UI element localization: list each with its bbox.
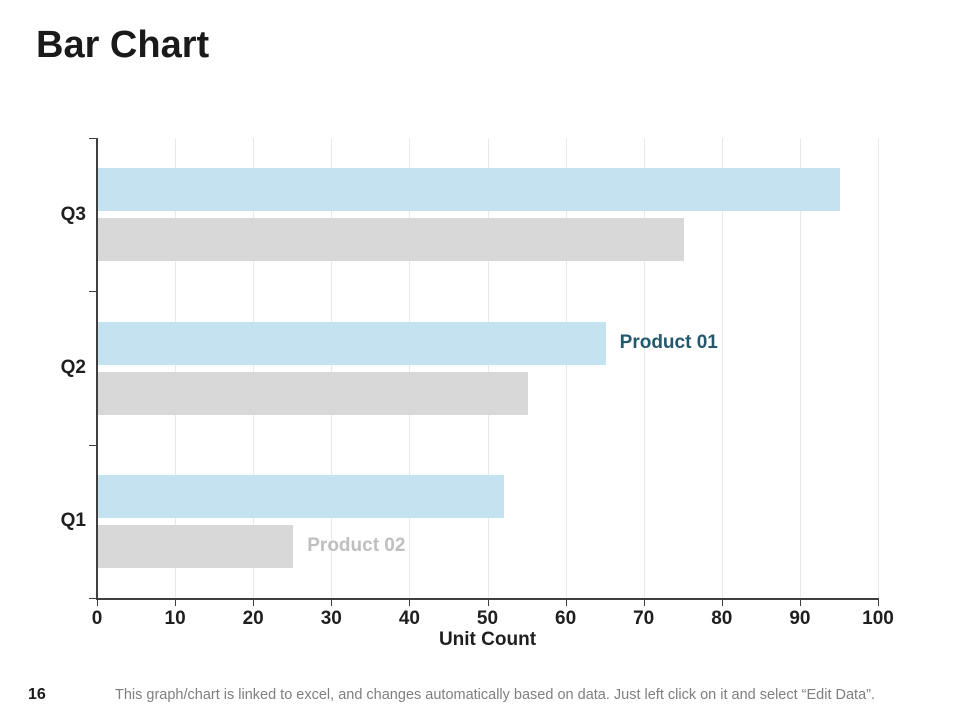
gridline bbox=[643, 138, 645, 598]
bar-chart[interactable]: Unit Count 0 10 20 30 40 50 60 70 80 90 100 Q3 Q2 Q1 P… bbox=[0, 110, 960, 670]
gridline bbox=[175, 138, 177, 598]
series-label: Product 02 bbox=[307, 535, 406, 557]
gridline bbox=[487, 138, 489, 598]
x-tick-label: 60 bbox=[555, 608, 577, 629]
x-axis-tick bbox=[409, 600, 411, 606]
x-axis-tick bbox=[331, 600, 333, 606]
plot-area[interactable]: Unit Count 0 10 20 30 40 50 60 70 80 90 100 Q3 Q2 Q1 P… bbox=[61, 138, 894, 650]
x-axis-tick bbox=[97, 600, 98, 606]
x-tick-label: 100 bbox=[862, 608, 894, 629]
gridline bbox=[331, 138, 333, 598]
bar-product-01[interactable] bbox=[98, 321, 606, 365]
page-title: Bar Chart bbox=[36, 24, 210, 66]
gridline bbox=[878, 138, 879, 598]
x-axis-tick bbox=[721, 600, 723, 606]
series-label: Product 01 bbox=[619, 332, 718, 353]
x-axis-tick bbox=[565, 600, 567, 606]
x-tick-label: 10 bbox=[164, 608, 186, 629]
bar-product-02[interactable] bbox=[98, 524, 294, 568]
y-axis-tick bbox=[89, 138, 96, 139]
category-label: Q1 bbox=[60, 510, 86, 532]
y-axis-tick bbox=[89, 445, 96, 446]
x-tick-label: 50 bbox=[476, 608, 499, 629]
gridline bbox=[253, 138, 255, 598]
category-label: Q3 bbox=[60, 203, 86, 225]
x-tick-label: 30 bbox=[320, 608, 342, 629]
x-tick-label: 70 bbox=[633, 608, 655, 629]
y-axis-tick bbox=[89, 291, 96, 292]
x-axis-tick bbox=[643, 600, 645, 606]
x-tick-label: 0 bbox=[91, 608, 103, 629]
gridline bbox=[409, 138, 411, 598]
footer-note: This graph/chart is linked to excel, and… bbox=[114, 687, 876, 703]
bar-product-02[interactable] bbox=[98, 371, 528, 415]
category-label: Q2 bbox=[60, 357, 86, 378]
y-axis-line bbox=[96, 138, 98, 600]
x-tick-label: 40 bbox=[398, 608, 420, 629]
x-axis-line bbox=[96, 598, 879, 600]
x-tick-label: 90 bbox=[789, 608, 811, 629]
bar-product-01[interactable] bbox=[98, 168, 840, 212]
x-axis-tick bbox=[878, 600, 879, 606]
bar-product-02[interactable] bbox=[98, 218, 684, 262]
y-axis-tick bbox=[89, 598, 96, 599]
x-axis-tick bbox=[487, 600, 489, 606]
gridline bbox=[721, 138, 723, 598]
gridline bbox=[799, 138, 801, 598]
x-axis-tick bbox=[799, 600, 801, 606]
x-axis-tick bbox=[175, 600, 177, 606]
x-tick-label: 80 bbox=[711, 608, 733, 629]
x-axis-title: Unit Count bbox=[438, 629, 537, 650]
page-number: 16 bbox=[28, 686, 46, 703]
gridline bbox=[565, 138, 567, 598]
x-tick-label: 20 bbox=[242, 608, 264, 629]
x-axis-tick bbox=[253, 600, 255, 606]
bar-product-01[interactable] bbox=[98, 474, 505, 518]
